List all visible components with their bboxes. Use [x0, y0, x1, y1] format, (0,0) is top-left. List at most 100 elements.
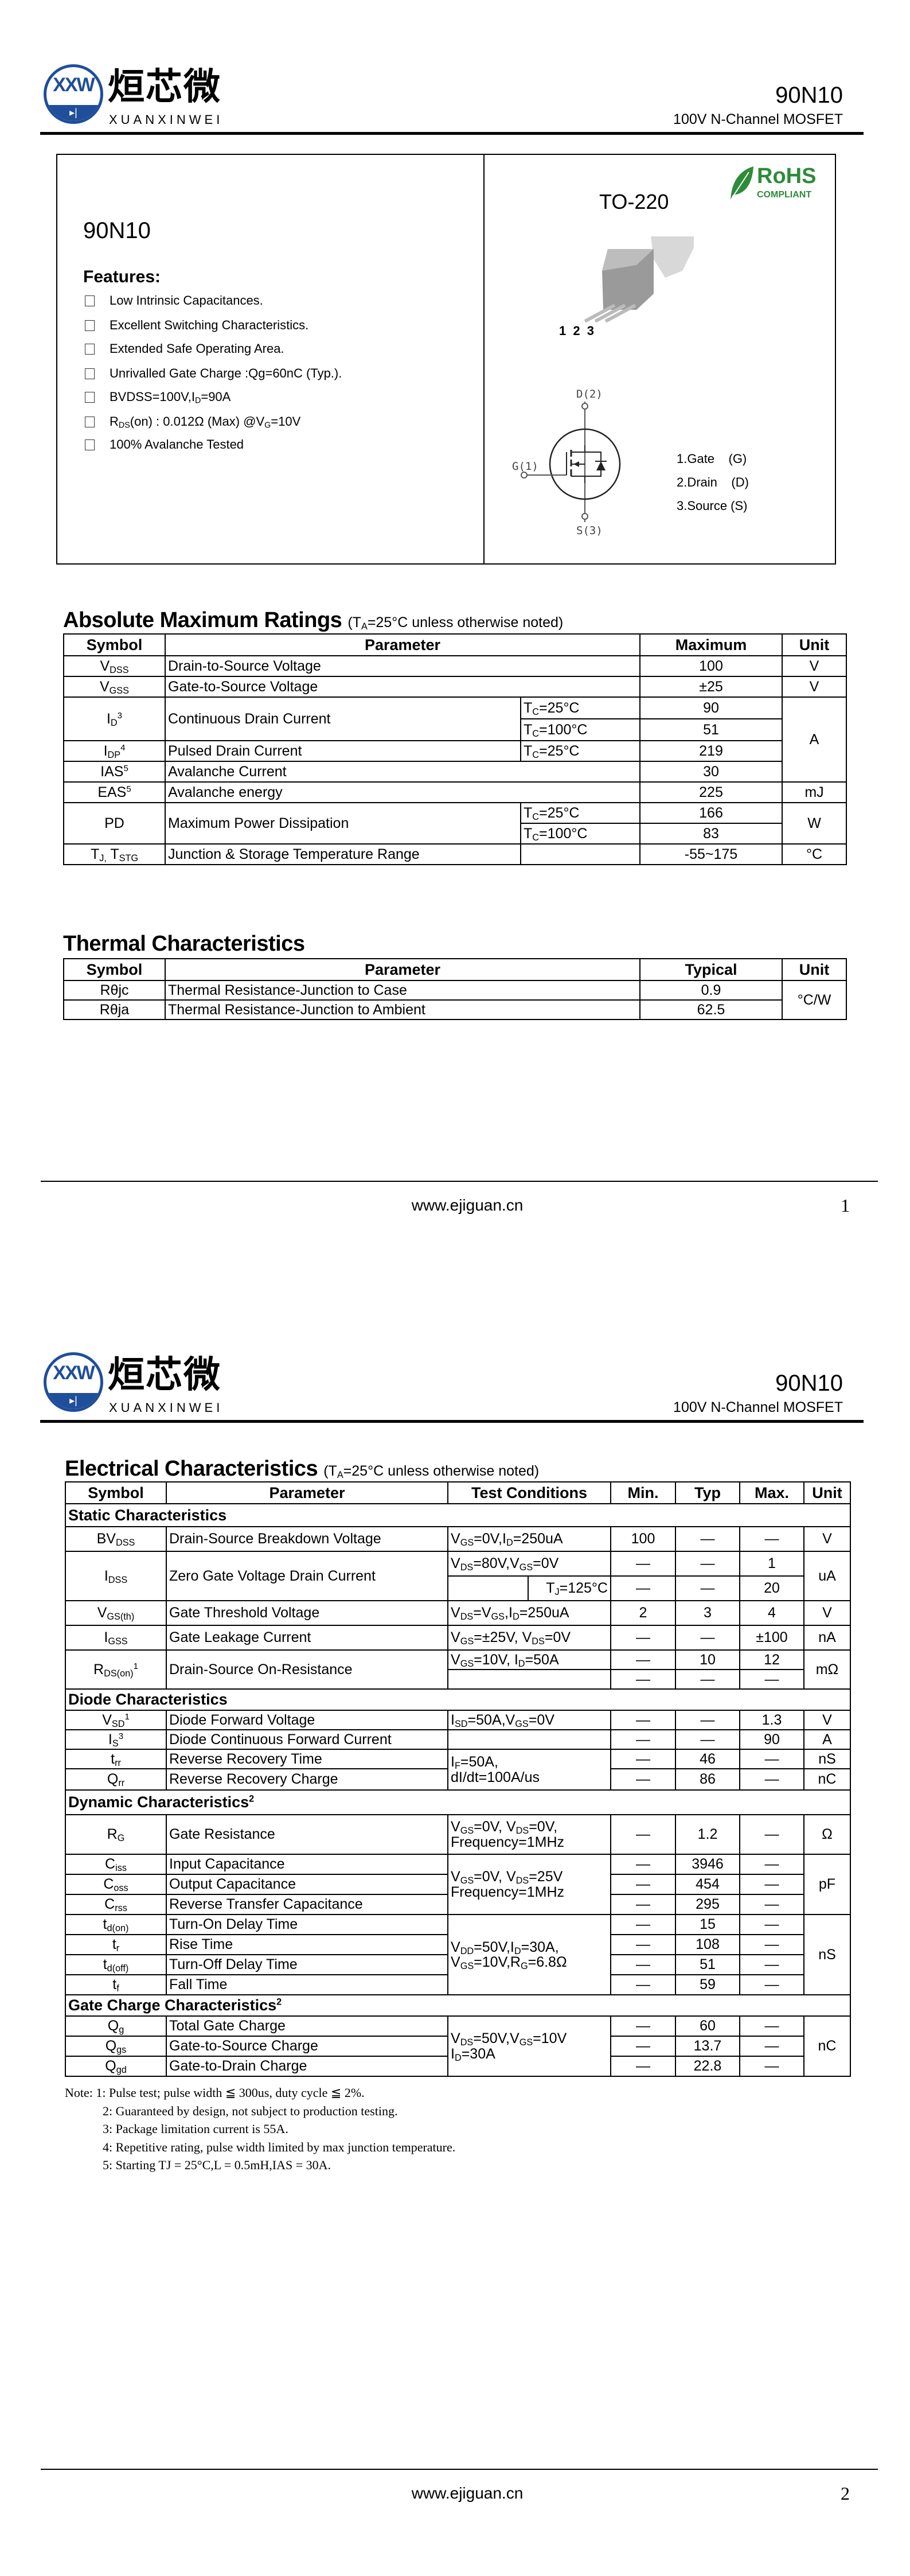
table-row: Rθja Thermal Resistance-Junction to Ambi…: [63, 999, 846, 1020]
footer-divider: [41, 2469, 878, 2470]
table-row: tf Fall Time —59—: [65, 1974, 850, 1995]
checkbox-icon: [85, 295, 95, 306]
table-row: — — —: [65, 1669, 850, 1690]
table-row: Rθjc Thermal Resistance-Junction to Case…: [63, 980, 847, 1020]
table-row: PD Maximum Power Dissipation TC=25°C 166…: [63, 802, 847, 845]
table-row: VSD1 Diode Forward Voltage ISD=50A,VGS=0V…: [65, 1710, 851, 1730]
page-2: XXW ▸| 烜芯微 XUANXINWEI 90N10 100V N-Chann…: [0, 1288, 910, 2576]
table-row: td(off) Turn-Off Delay Time —51—: [65, 1954, 850, 1975]
header-subtitle: 100V N-Channel MOSFET: [673, 1399, 843, 1415]
table-row: IDP4 Pulsed Drain Current TC=25°C 219: [63, 740, 846, 762]
abs-max-title: Absolute Maximum Ratings (TA=25°C unless…: [63, 608, 564, 632]
part-number: 90N10: [83, 218, 151, 243]
note-5: 5: Starting TJ = 25°C,L = 0.5mH,IAS = 30…: [103, 2158, 331, 2172]
table-row: Qg Total Gate Charge VDS=50V,VGS=10V ID=3…: [65, 2015, 851, 2077]
footer-url[interactable]: www.ejiguan.cn: [411, 1196, 524, 1214]
feature-item: BVDSS=100V,ID=90A: [85, 390, 231, 405]
abs-max-condition: (TA=25°C unless otherwise noted): [347, 614, 564, 632]
table-header: Symbol Parameter Typical Unit: [63, 958, 847, 981]
notes: Note: 1: Pulse test; pulse width ≦ 300us…: [65, 2084, 455, 2174]
section-row: Diode Characteristics: [65, 1688, 851, 1711]
table-row: ID3 Continuous Drain Current TC=25°C 90 …: [63, 696, 847, 783]
header-part-number: 90N10: [775, 83, 843, 108]
logo-chinese-name: 烜芯微: [108, 1354, 221, 1396]
header-divider: [40, 1420, 864, 1423]
table-row: IAS5 Avalanche Current 30: [63, 761, 846, 783]
elec-title: Electrical Characteristics (TA=25°C unle…: [65, 1457, 540, 1481]
table-row: IGSS Gate Leakage Current VGS=±25V, VDS=0…: [65, 1625, 851, 1651]
table-row: TJ, TSTG Junction & Storage Temperature …: [63, 843, 847, 865]
footer-url[interactable]: www.ejiguan.cn: [411, 2484, 524, 2502]
table-row: TJ=125°C — —20: [65, 1575, 850, 1601]
source-label: S(3): [576, 524, 603, 537]
logo-english-name: XUANXINWEI: [109, 112, 224, 127]
checkbox-icon: [85, 343, 95, 355]
table-row: td(on) Turn-On Delay Time VDD=50V,ID=30A,…: [65, 1914, 851, 1995]
table-row: TC=100°C 51: [64, 718, 846, 741]
diode-icon: ▸|: [46, 105, 100, 121]
feature-item: Extended Safe Operating Area.: [85, 341, 284, 356]
section-row: Static Characteristics: [65, 1503, 851, 1527]
feature-item: 100% Avalanche Tested: [85, 437, 244, 452]
logo-chinese-name: 烜芯微: [108, 66, 221, 108]
page-number: 2: [841, 2483, 850, 2504]
table-row: IDSS Zero Gate Voltage Drain Current VDS=…: [65, 1551, 851, 1601]
table-row: Qgs Gate-to-Source Charge —13.7—: [65, 2036, 850, 2057]
overview-box: [56, 154, 836, 565]
feature-item: RDS(on) : 0.012Ω (Max) @VG=10V: [85, 414, 300, 430]
feature-item: Excellent Switching Characteristics.: [85, 318, 308, 332]
mosfet-schematic-icon: [521, 402, 621, 522]
note-4: 4: Repetitive rating, pulse width limite…: [103, 2139, 456, 2154]
checkbox-icon: [85, 439, 95, 450]
diode-icon: ▸|: [46, 1393, 100, 1409]
feature-item: Low Intrinsic Capacitances.: [85, 293, 263, 308]
table-row: Qrr Reverse Recovery Charge —86— nC: [65, 1768, 851, 1791]
overview-divider: [483, 154, 485, 565]
checkbox-icon: [85, 391, 95, 403]
pin-gate: 1.Gate (G): [677, 452, 747, 466]
drain-label: D(2): [576, 388, 603, 400]
table-row: VGSS Gate-to-Source Voltage ±25 V: [63, 676, 847, 698]
table-row: RG Gate Resistance VGS=0V, VDS=0V, Freque…: [65, 1814, 851, 1855]
table-header: Symbol Parameter Maximum Unit: [63, 633, 847, 656]
section-row: Gate Charge Characteristics2: [65, 1994, 851, 2017]
header-subtitle: 100V N-Channel MOSFET: [673, 111, 843, 127]
table-row: RDS(on)1 Drain-Source On-Resistance VGS=1…: [65, 1649, 851, 1690]
features-title: Features:: [83, 267, 161, 286]
header-part-number: 90N10: [775, 1371, 843, 1396]
rohs-logo: RoHS COMPLIANT: [727, 165, 833, 202]
table-row: VGS(th) Gate Threshold Voltage VDS=VGS,ID…: [65, 1600, 851, 1626]
company-logo: XXW ▸|: [44, 1352, 103, 1412]
table-row: VDSS Drain-to-Source Voltage 100 V: [63, 655, 847, 677]
to220-package-image: [584, 236, 694, 322]
note-2: 2: Guaranteed by design, not subject to …: [103, 2103, 398, 2118]
elec-condition: (TA=25°C unless otherwise noted): [323, 1463, 540, 1481]
page-number: 1: [841, 1195, 850, 1216]
leaf-icon: [731, 166, 753, 200]
company-logo: XXW ▸|: [44, 64, 103, 124]
pin-drain: 2.Drain (D): [677, 475, 749, 489]
checkbox-icon: [85, 320, 95, 331]
thermal-table: Symbol Parameter Typical Unit Rθjc Therm…: [63, 958, 847, 1020]
table-row: trr Reverse Recovery Time IF=50A, dI/dt=1…: [65, 1749, 851, 1791]
table-row: tr Rise Time —108—: [65, 1934, 850, 1955]
checkbox-icon: [85, 368, 95, 379]
pin-numbers: 1 2 3: [559, 324, 594, 338]
table-row: IS3 Diode Continuous Forward Current — —90…: [65, 1729, 851, 1750]
table-header: Symbol Parameter Test Conditions Min. Ty…: [65, 1481, 851, 1504]
note-1: Note: 1: Pulse test; pulse width ≦ 300us…: [65, 2085, 365, 2100]
table-row: Qgd Gate-to-Drain Charge —22.8—: [65, 2056, 850, 2077]
thermal-title: Thermal Characteristics: [63, 932, 305, 956]
electrical-characteristics-table: Symbol Parameter Test Conditions Min. Ty…: [65, 1481, 851, 2077]
table-row: BVDSS Drain-Source Breakdown Voltage VGS=…: [65, 1526, 851, 1552]
page-1: XXW ▸| 烜芯微 XUANXINWEI 90N10 100V N-Chann…: [40, 64, 878, 1216]
footer-divider: [41, 1181, 878, 1182]
table-row: Ciss Input Capacitance VGS=0V, VDS=25V Fr…: [65, 1854, 851, 1915]
note-3: 3: Package limitation current is 55A.: [103, 2122, 288, 2136]
header-divider: [40, 132, 864, 135]
abs-max-table: Symbol Parameter Maximum Unit VDSS Drain…: [63, 633, 847, 865]
pin-source: 3.Source (S): [677, 499, 748, 513]
package-label: TO-220: [599, 190, 669, 213]
feature-item: Unrivalled Gate Charge :Qg=60nC (Typ.).: [85, 366, 342, 380]
table-row: Crss Reverse Transfer Capacitance —295—: [65, 1894, 850, 1915]
